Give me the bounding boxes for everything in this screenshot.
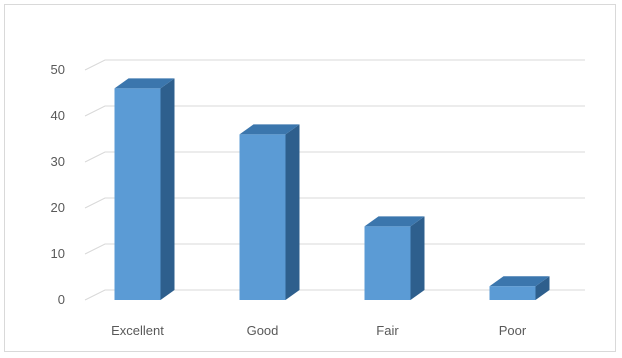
x-axis: Excellent Good Fair Poor: [111, 323, 527, 338]
y-tick-label: 10: [51, 246, 65, 261]
gridline: [84, 105, 585, 117]
bar-chart: 0 10 20 30 40 50 Excellent Good Fair Poor: [51, 59, 585, 338]
floor-line: [84, 289, 585, 301]
y-tick-label: 50: [51, 62, 65, 77]
bar-top: [489, 276, 550, 287]
bar: [114, 78, 175, 301]
bar-top: [114, 78, 175, 89]
bar-top: [239, 124, 300, 135]
y-axis: 0 10 20 30 40 50: [51, 62, 65, 307]
y-tick-label: 20: [51, 200, 65, 215]
bar-front: [364, 226, 411, 300]
y-tick-label: 30: [51, 154, 65, 169]
gridline: [84, 151, 585, 163]
bar-front: [114, 88, 161, 301]
x-tick-label: Poor: [499, 323, 527, 338]
chart-floor: [84, 289, 585, 301]
bars: [114, 78, 550, 301]
gridline: [84, 197, 585, 209]
bar-side: [410, 216, 425, 300]
bar: [239, 124, 300, 301]
x-tick-label: Excellent: [111, 323, 164, 338]
bar: [364, 216, 425, 300]
bar: [489, 276, 550, 300]
y-tick-label: 0: [58, 292, 65, 307]
bar-side: [535, 276, 550, 300]
gridline: [84, 243, 585, 255]
bar-front: [239, 134, 286, 300]
y-tick-label: 40: [51, 108, 65, 123]
bar-top: [364, 216, 425, 227]
bar-side: [285, 124, 300, 301]
gridline: [84, 59, 585, 71]
x-tick-label: Fair: [376, 323, 399, 338]
x-tick-label: Good: [247, 323, 279, 338]
bar-front: [489, 286, 536, 300]
bar-side: [160, 78, 175, 301]
chart-area: 0 10 20 30 40 50 Excellent Good Fair Poor: [4, 4, 616, 352]
gridlines: [84, 59, 585, 255]
